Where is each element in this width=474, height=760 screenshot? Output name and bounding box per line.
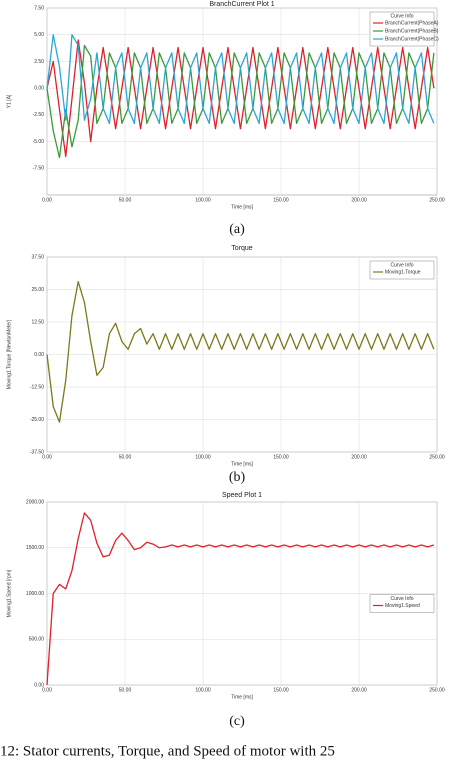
x-tick-label: 200.00: [351, 197, 367, 203]
chart-title: Torque: [231, 245, 253, 252]
x-tick-label: 200.00: [351, 687, 367, 693]
x-tick-label: 200.00: [351, 454, 367, 460]
y-tick-label: -37.50: [30, 449, 44, 455]
y-axis-label: Moving1.Speed [rpm]: [6, 569, 12, 617]
x-tick-label: 50.00: [119, 687, 132, 693]
legend-title: Curve Info: [390, 13, 413, 19]
legend-title: Curve Info: [390, 596, 413, 602]
legend-box: [369, 594, 435, 613]
y-axis-label: Y1 [A]: [6, 94, 12, 108]
legend-label: Moving1.Torque: [385, 269, 421, 275]
y-tick-label: -7.50: [33, 166, 45, 172]
x-axis-label: Time [ms]: [231, 461, 253, 467]
y-tick-label: 0.00: [34, 352, 44, 358]
y-tick-label: -5.00: [33, 139, 45, 145]
y-tick-label: 1500.00: [26, 545, 44, 551]
chart-title: BranchCurrent Plot 1: [209, 1, 274, 8]
subfigure-label: (a): [229, 222, 245, 237]
x-tick-label: 100.00: [195, 454, 211, 460]
x-tick-label: 100.00: [195, 197, 211, 203]
data-line: [46, 281, 435, 423]
x-tick-label: 150.00: [273, 454, 289, 460]
legend-label: Moving1.Speed: [385, 603, 420, 609]
legend-label: BranchCurrent(PhaseA): [385, 20, 439, 26]
y-tick-label: 0.00: [34, 682, 44, 688]
y-tick-label: -12.50: [30, 384, 44, 390]
y-tick-label: 0.00: [34, 85, 44, 91]
chart-title: Speed Plot 1: [222, 492, 262, 499]
legend-box: [369, 11, 435, 47]
data-line: [46, 512, 435, 686]
data-line: [46, 34, 435, 125]
x-axis-label: Time [ms]: [231, 694, 253, 700]
y-tick-label: 1000.00: [26, 591, 44, 597]
y-tick-label: 37.50: [31, 254, 44, 260]
subfigure-label: (b): [229, 470, 246, 485]
legend-label: BranchCurrent(PhaseB): [385, 28, 439, 34]
subfigure-label: (c): [229, 714, 245, 729]
y-tick-label: 7.50: [34, 5, 44, 11]
x-tick-label: 250.00: [429, 687, 445, 693]
y-tick-label: 2.50: [34, 59, 44, 65]
legend-label: BranchCurrent(PhaseC): [385, 36, 439, 42]
x-axis-label: Time [ms]: [231, 204, 253, 210]
legend-box: [369, 260, 435, 280]
y-tick-label: -2.50: [33, 112, 45, 118]
y-tick-label: 500.00: [29, 637, 45, 643]
x-tick-label: 250.00: [429, 197, 445, 203]
y-axis-label: Moving1.Torque [NewtonMeter]: [6, 319, 12, 389]
y-tick-label: 2000.00: [26, 499, 44, 505]
y-tick-label: 12.50: [31, 319, 44, 325]
y-tick-label: 5.00: [34, 32, 44, 38]
x-tick-label: 0.00: [42, 687, 52, 693]
x-tick-label: 150.00: [273, 197, 289, 203]
x-tick-label: 100.00: [195, 687, 211, 693]
y-tick-label: -25.00: [30, 417, 44, 423]
y-tick-label: 25.00: [31, 287, 44, 293]
legend-title: Curve Info: [390, 262, 413, 268]
figure-caption: 12: Stator currents, Torque, and Speed o…: [0, 743, 335, 759]
x-tick-label: 0.00: [42, 454, 52, 460]
x-tick-label: 50.00: [119, 197, 132, 203]
x-tick-label: 0.00: [42, 197, 52, 203]
x-tick-label: 250.00: [429, 454, 445, 460]
x-tick-label: 50.00: [119, 454, 132, 460]
x-tick-label: 150.00: [273, 687, 289, 693]
